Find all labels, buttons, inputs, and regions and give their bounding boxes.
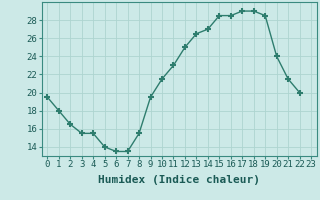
- X-axis label: Humidex (Indice chaleur): Humidex (Indice chaleur): [98, 175, 260, 185]
